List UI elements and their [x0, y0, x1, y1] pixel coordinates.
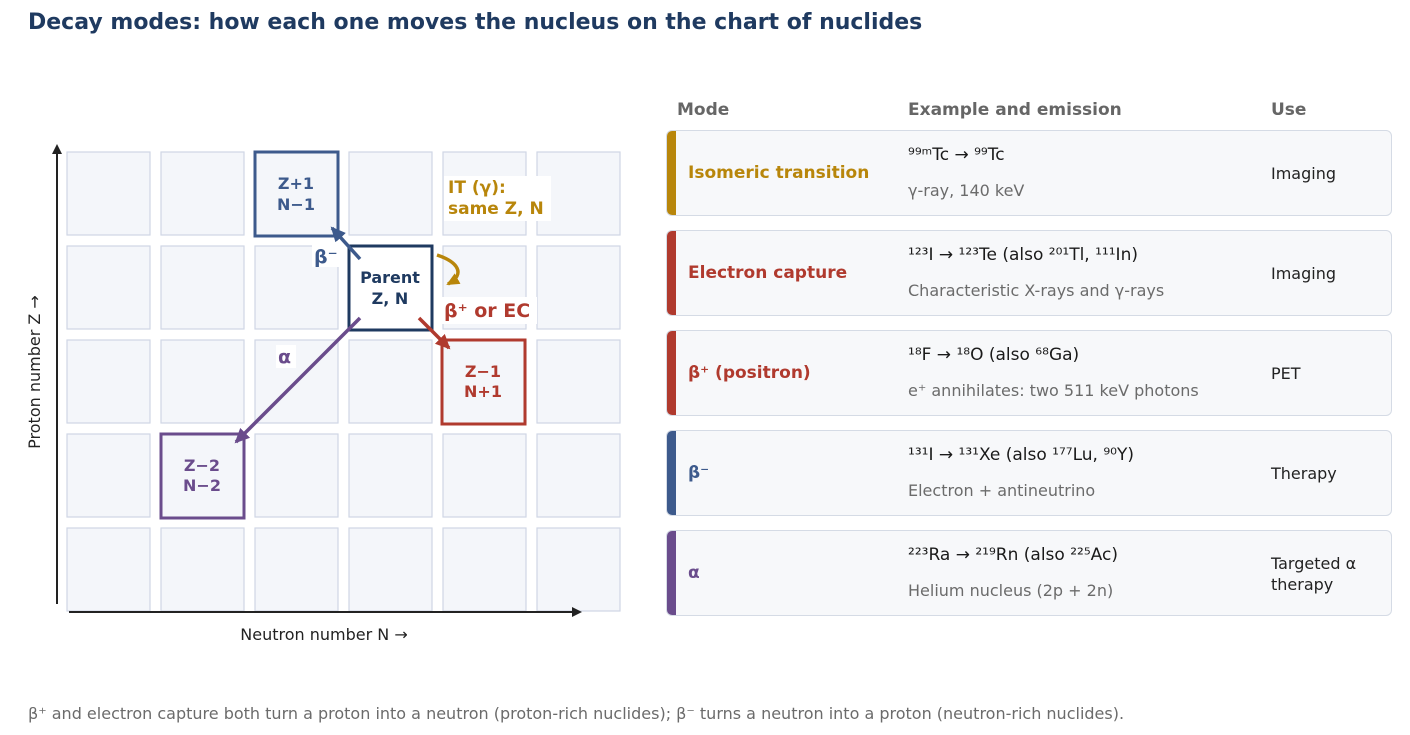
footnote: β⁺ and electron capture both turn a prot…: [28, 704, 1125, 723]
grid-cell: [536, 339, 621, 424]
row-use: Imaging: [1271, 164, 1337, 183]
grid-cell: [66, 245, 151, 330]
row-color-bar: [667, 431, 676, 515]
grid-cell: [160, 339, 245, 424]
alpha-daughter-box: [159, 432, 246, 520]
grid-cell: [66, 339, 151, 424]
row-mode: α: [688, 563, 700, 583]
beta-minus-arrow-label: β⁻: [314, 246, 338, 268]
row-mode: Isomeric transition: [688, 163, 870, 183]
it-label-line2: same Z, N: [448, 199, 544, 219]
alpha-arrow-label: α: [278, 346, 291, 368]
row-mode: β⁺ (positron): [688, 363, 811, 383]
x-axis-label: Neutron number N →: [240, 625, 407, 644]
alpha-arrow: [234, 316, 362, 444]
it-label-line1: IT (γ):: [448, 178, 506, 198]
grid-cell: [66, 433, 151, 518]
beta-plus-arrow-label: β⁺ or EC: [444, 300, 530, 322]
beta-plus-arrow: [417, 316, 451, 350]
row-use: Targeted α therapy: [1271, 554, 1357, 594]
row-color-bar: [667, 331, 676, 415]
y-axis-label: Proton number Z →: [25, 295, 44, 449]
parent-label-line1: Parent: [360, 268, 420, 287]
beta-plus-daughter-line2: N+1: [464, 382, 502, 401]
grid-cell: [536, 433, 621, 518]
row-mode: Electron capture: [688, 263, 848, 283]
row-color-bar: [667, 531, 676, 615]
grid-cell: [348, 151, 433, 236]
beta-minus-arrow: [330, 226, 362, 261]
beta-plus-daughter-line1: Z−1: [465, 362, 501, 381]
beta-plus-daughter-box: [440, 338, 527, 426]
row-mode: β⁻: [688, 463, 710, 483]
row-emission: e⁺ annihilates: two 511 keV photons: [908, 381, 1199, 400]
grid-cell: [442, 527, 527, 612]
row-use: Imaging: [1271, 264, 1337, 283]
row-reaction: ¹⁸F → ¹⁸O (also ⁶⁸Ga): [908, 345, 1080, 365]
header-mode: Mode: [677, 100, 730, 120]
row-color-bar: [667, 231, 676, 315]
parent-label-line2: Z, N: [372, 289, 409, 308]
row-reaction: ¹³¹I → ¹³¹Xe (also ¹⁷⁷Lu, ⁹⁰Y): [908, 445, 1134, 465]
row-color-bar: [667, 131, 676, 215]
isomeric-transition-arrow: [436, 253, 461, 286]
beta-minus-daughter-line2: N−1: [277, 195, 315, 214]
beta-minus-daughter-line1: Z+1: [278, 174, 314, 193]
alpha-daughter-line2: N−2: [183, 476, 221, 495]
row-emission: Characteristic X-rays and γ-rays: [908, 281, 1165, 300]
grid-cell: [254, 527, 339, 612]
grid-cell: [160, 527, 245, 612]
grid-cell: [536, 527, 621, 612]
table-row: β⁻ ¹³¹I → ¹³¹Xe (also ¹⁷⁷Lu, ⁹⁰Y) Electr…: [666, 430, 1392, 516]
row-reaction: ¹²³I → ¹²³Te (also ²⁰¹Tl, ¹¹¹In): [908, 245, 1138, 265]
table-row: Isomeric transition ⁹⁹ᵐTc → ⁹⁹Tc γ-ray, …: [666, 130, 1392, 216]
parent-box: [347, 244, 434, 332]
row-reaction: ²²³Ra → ²¹⁹Rn (also ²²⁵Ac): [908, 545, 1118, 565]
row-reaction: ⁹⁹ᵐTc → ⁹⁹Tc: [908, 145, 1005, 165]
row-emission: Electron + antineutrino: [908, 481, 1096, 500]
header-use: Use: [1271, 100, 1307, 120]
grid-cell: [254, 433, 339, 518]
row-emission: γ-ray, 140 keV: [908, 181, 1025, 200]
grid-cell: [66, 527, 151, 612]
table-row: Electron capture ¹²³I → ¹²³Te (also ²⁰¹T…: [666, 230, 1392, 316]
alpha-daughter-line1: Z−2: [184, 456, 220, 475]
row-emission: Helium nucleus (2p + 2n): [908, 581, 1114, 600]
grid-cell: [66, 151, 151, 236]
row-use: PET: [1271, 364, 1301, 383]
beta-minus-daughter-box: [253, 150, 340, 238]
grid-cell: [348, 433, 433, 518]
grid-cell: [348, 339, 433, 424]
grid-cell: [160, 245, 245, 330]
grid-cell: [348, 527, 433, 612]
page-title: Decay modes: how each one moves the nucl…: [28, 10, 923, 35]
grid-cell: [536, 245, 621, 330]
table-row: β⁺ (positron) ¹⁸F → ¹⁸O (also ⁶⁸Ga) e⁺ a…: [666, 330, 1392, 416]
row-use: Therapy: [1271, 464, 1337, 483]
grid-cell: [160, 151, 245, 236]
nuclide-chart-diagram: Proton number Z → Neutron number N → Par…: [25, 144, 621, 644]
header-example: Example and emission: [908, 100, 1122, 120]
grid-cell: [442, 433, 527, 518]
table-row: α ²²³Ra → ²¹⁹Rn (also ²²⁵Ac) Helium nucl…: [666, 530, 1392, 616]
